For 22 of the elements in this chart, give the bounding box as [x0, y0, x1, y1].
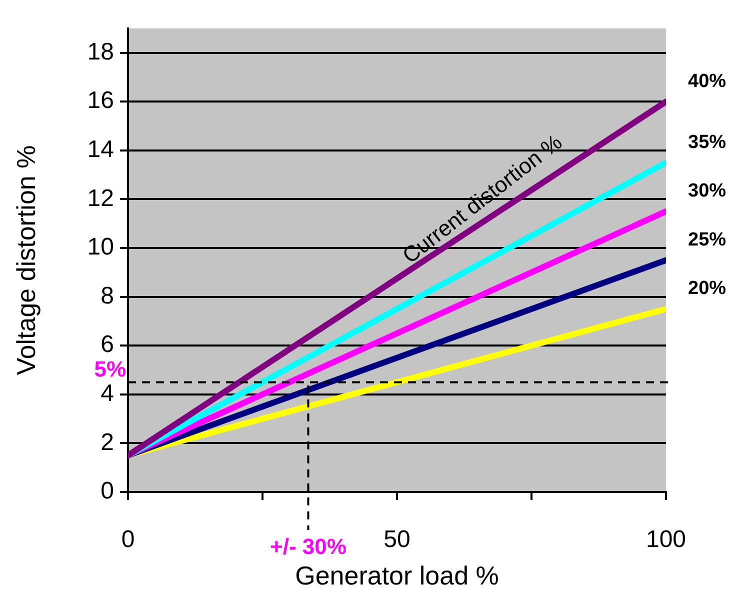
series-label: 20%: [688, 278, 726, 300]
x-tick-label: 100: [646, 526, 686, 554]
y-tick-label: 4: [100, 380, 114, 408]
y-tick-label: 14: [87, 136, 114, 164]
y-tick-label: 8: [100, 282, 114, 310]
x-axis-title: Generator load %: [295, 560, 499, 591]
y-tick-label: 6: [100, 331, 114, 358]
y-axis-title: Voltage distortion %: [10, 145, 41, 376]
text: +/- 30%: [270, 534, 346, 560]
y-tick-label: 10: [87, 234, 114, 261]
series-label: 40%: [688, 70, 726, 92]
y-tick-label: 2: [100, 428, 114, 456]
y-tick-label: 0: [100, 478, 114, 505]
x-tick-label: 0: [121, 526, 135, 554]
y-tick-label: 18: [87, 38, 114, 66]
y-tick-label: 16: [87, 87, 114, 114]
series-label: 25%: [688, 229, 726, 250]
y-tick-label: 12: [87, 184, 114, 212]
x-tick-label: 50: [384, 526, 410, 554]
ref-line-label: 5%: [94, 356, 126, 382]
series-label: 35%: [688, 132, 726, 153]
series-label: 30%: [688, 180, 726, 202]
